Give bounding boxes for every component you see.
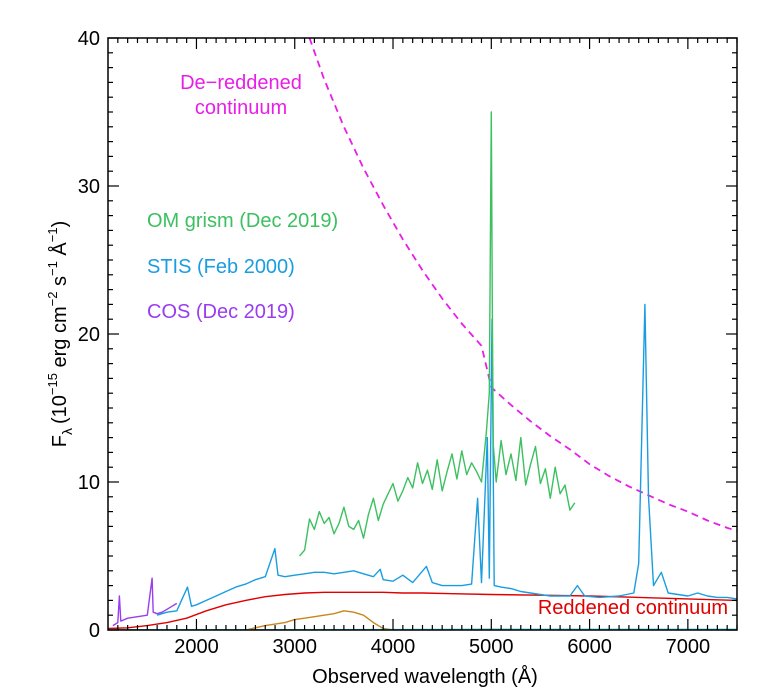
legend-cos: COS (Dec 2019)	[147, 301, 295, 323]
series-layer	[108, 38, 737, 630]
y-label-end: )	[49, 221, 71, 228]
y-tick-label: 0	[89, 620, 100, 642]
dereddened-label-line2: continuum	[195, 97, 287, 119]
series-cos-dec-2019	[112, 577, 178, 627]
series-stis-feb-2000	[156, 303, 737, 616]
y-label-mid1: erg cm	[49, 306, 71, 373]
reddened-continuum-label: Reddened continuum	[538, 597, 728, 619]
y-tick-label: 40	[78, 28, 100, 50]
y-label-f: F	[49, 435, 71, 447]
ticks-layer: 2000 3000 4000 5000 6000 7000 0 10 20 30 40	[78, 28, 738, 658]
y-label-exp4: −1	[45, 227, 60, 242]
x-tick-label: 7000	[666, 636, 711, 658]
x-tick-label: 4000	[371, 636, 416, 658]
x-tick-label: 3000	[272, 636, 317, 658]
legend-stis: STIS (Feb 2000)	[147, 256, 295, 278]
y-label-exp2: −2	[45, 292, 60, 307]
dereddened-label-line1: De−reddened	[180, 72, 302, 94]
x-tick-label: 6000	[567, 636, 612, 658]
y-label-lambda: λ	[59, 428, 75, 435]
y-axis-label: Fλ(10−15 erg cm−2 s−1 Å−1)	[45, 221, 75, 448]
series-de-reddened-continuum	[308, 38, 737, 532]
x-tick-label: 5000	[469, 636, 514, 658]
plot-frame	[107, 37, 738, 631]
x-axis-label: Observed wavelength (Å)	[312, 665, 538, 688]
y-tick-label: 30	[78, 176, 100, 198]
y-label-units: (10	[49, 395, 71, 424]
y-label-mid2: s	[49, 276, 71, 292]
y-tick-label: 10	[78, 472, 100, 494]
series-om-grism-dec-2019	[299, 111, 576, 557]
y-label-exp1: −15	[45, 373, 60, 395]
x-tick-label: 2000	[174, 636, 219, 658]
y-tick-label: 20	[78, 324, 100, 346]
y-label-exp3: −1	[45, 261, 60, 276]
legend-om-grism: OM grism (Dec 2019)	[147, 210, 338, 232]
y-label-mid3: Å	[48, 242, 71, 262]
